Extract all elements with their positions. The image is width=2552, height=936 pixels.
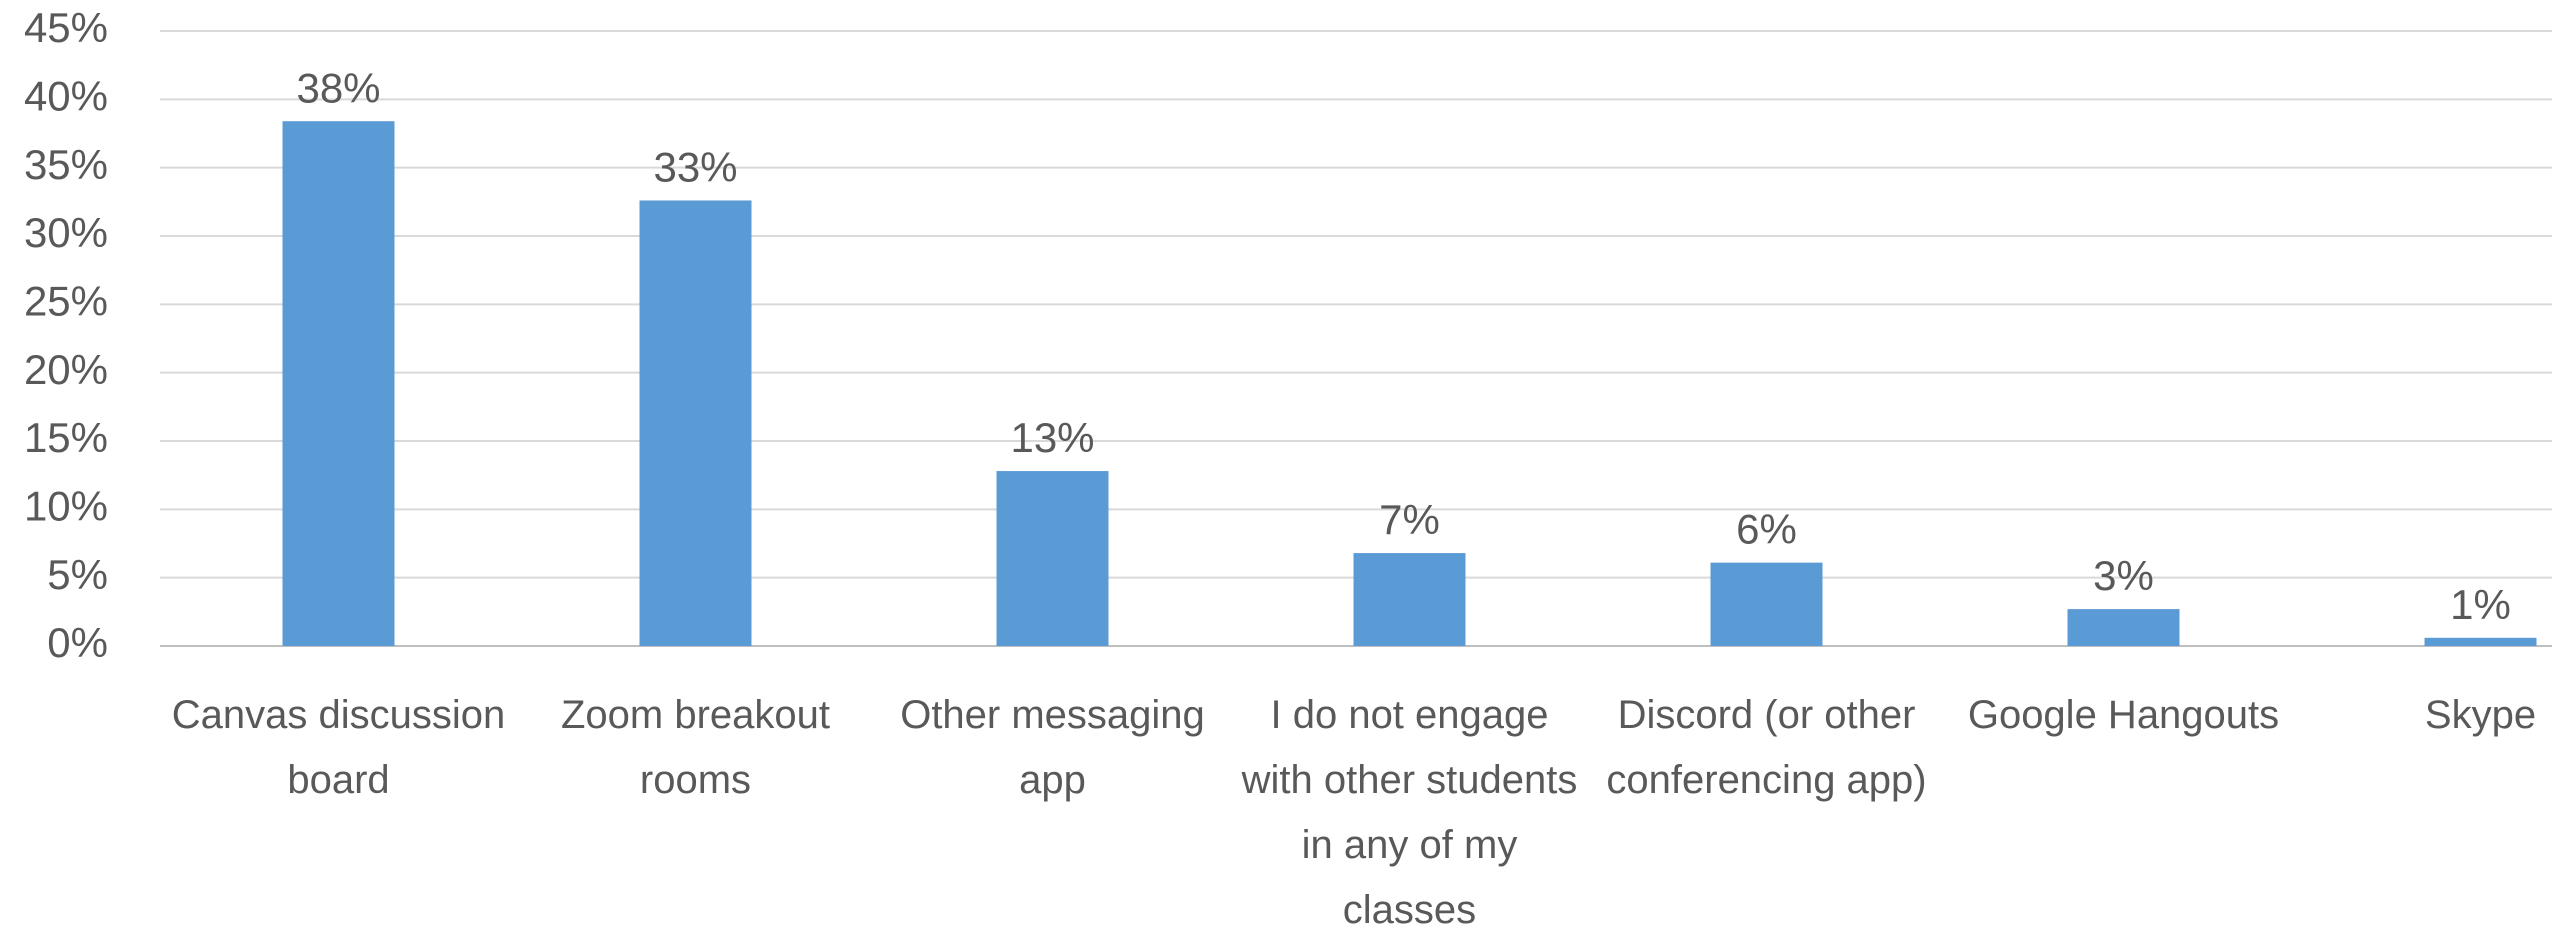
value-label: 1%: [2450, 581, 2511, 628]
value-label: 3%: [2093, 552, 2154, 599]
bar: [1353, 553, 1466, 646]
y-tick-label: 20%: [24, 346, 108, 393]
y-tick-label: 30%: [24, 209, 108, 256]
x-tick-label: Canvas discussion board: [171, 693, 506, 802]
value-label: 7%: [1379, 496, 1440, 543]
y-tick-label: 45%: [24, 4, 108, 51]
y-tick-label: 40%: [24, 72, 108, 119]
y-tick-label: 15%: [24, 414, 108, 461]
x-tick-label: I do not engage with other students in a…: [1241, 693, 1578, 932]
bar: [2067, 609, 2180, 646]
y-tick-label: 5%: [47, 551, 108, 598]
x-tick-label: Zoom breakout rooms: [560, 693, 831, 802]
y-tick-label: 25%: [24, 277, 108, 324]
x-tick-label: Other messaging app: [900, 693, 1205, 802]
bar: [639, 200, 752, 646]
bar: [282, 121, 395, 646]
x-tick-label: Skype: [2424, 693, 2537, 737]
value-label: 33%: [653, 144, 737, 191]
value-label: 38%: [296, 64, 380, 111]
x-tick-label: Discord (or other conferencing app): [1606, 693, 1927, 802]
y-tick-label: 0%: [47, 619, 108, 666]
bar: [2424, 637, 2537, 646]
bar: [1710, 562, 1823, 646]
bar: [996, 471, 1109, 646]
value-label: 6%: [1736, 506, 1797, 553]
y-tick-label: 10%: [24, 482, 108, 529]
x-tick-label: Google Hangouts: [1967, 693, 2280, 737]
y-tick-label: 35%: [24, 141, 108, 188]
value-label: 13%: [1010, 414, 1094, 461]
